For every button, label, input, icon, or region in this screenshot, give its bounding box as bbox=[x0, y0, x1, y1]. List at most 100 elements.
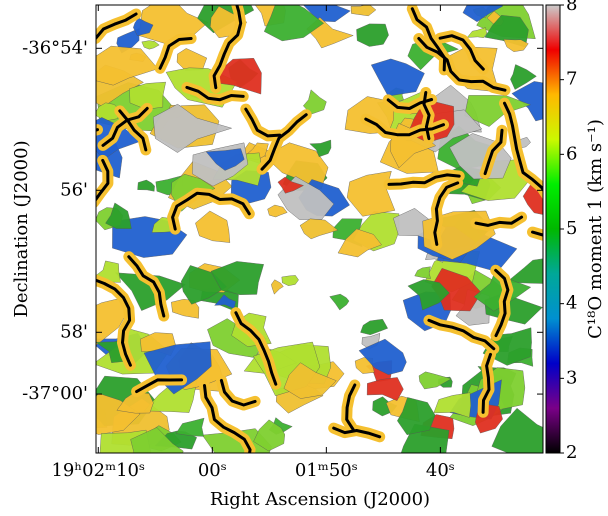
emission-patch bbox=[267, 204, 288, 218]
emission-patch bbox=[337, 228, 382, 258]
x-tick-label: 01ᵐ50ˢ bbox=[295, 460, 358, 481]
emission-patch bbox=[329, 293, 350, 311]
emission-patch bbox=[130, 427, 184, 453]
y-tick-label: 56' bbox=[60, 179, 88, 200]
colorbar-tick-label: 7 bbox=[566, 69, 577, 90]
filament bbox=[127, 255, 166, 318]
filament bbox=[234, 311, 278, 386]
emission-patch bbox=[214, 294, 236, 309]
emission-patch bbox=[358, 338, 407, 375]
filament bbox=[260, 113, 308, 171]
filament bbox=[433, 181, 460, 246]
colorbar-tick-label: 5 bbox=[566, 218, 577, 239]
emission-patch bbox=[181, 265, 227, 305]
colorbar bbox=[545, 4, 561, 454]
emission-patch bbox=[397, 397, 436, 435]
emission-patch bbox=[281, 275, 299, 286]
y-axis-label: Declination (J2000) bbox=[11, 140, 32, 317]
filament bbox=[118, 109, 148, 152]
y-tick-label: 58' bbox=[60, 321, 88, 342]
filament bbox=[503, 101, 543, 193]
filament bbox=[185, 85, 245, 102]
filament bbox=[386, 98, 434, 110]
colorbar-tick-label: 6 bbox=[566, 143, 577, 164]
emission-patch bbox=[303, 89, 327, 115]
filament bbox=[203, 384, 252, 453]
filament bbox=[212, 5, 243, 90]
filament bbox=[345, 383, 357, 432]
filament bbox=[438, 34, 485, 71]
filament bbox=[494, 268, 510, 338]
emission-patch bbox=[462, 5, 503, 22]
filament bbox=[96, 278, 132, 367]
emission-patch bbox=[133, 17, 154, 36]
emission-patch bbox=[153, 103, 232, 153]
emission-patch bbox=[277, 176, 304, 194]
filament bbox=[387, 173, 461, 186]
emission-patch bbox=[510, 64, 537, 90]
filament bbox=[244, 107, 282, 138]
colorbar-label: C¹⁸O moment 1 (km s⁻¹) bbox=[585, 119, 606, 339]
emission-patch bbox=[175, 417, 205, 437]
emission-patch bbox=[467, 27, 487, 38]
x-axis-label: Right Ascension (J2000) bbox=[210, 489, 430, 510]
colorbar-tick-label: 2 bbox=[566, 442, 577, 463]
moment-map bbox=[96, 5, 543, 453]
emission-patch bbox=[264, 5, 324, 42]
filament bbox=[427, 318, 496, 351]
emission-patch bbox=[210, 261, 264, 295]
emission-patch bbox=[414, 266, 431, 279]
emission-patch bbox=[299, 218, 339, 240]
emission-patch bbox=[129, 81, 166, 110]
emission-patch bbox=[418, 371, 452, 390]
filament bbox=[410, 7, 447, 72]
filament bbox=[158, 37, 193, 70]
filament bbox=[417, 37, 507, 92]
emission-patch bbox=[206, 148, 245, 171]
emission-patch bbox=[176, 48, 207, 71]
emission-patch bbox=[350, 5, 377, 17]
x-tick-label: 40ˢ bbox=[426, 460, 455, 481]
emission-patch bbox=[271, 279, 284, 295]
emission-patch bbox=[503, 39, 529, 52]
emission-patch bbox=[464, 95, 531, 127]
emission-patch bbox=[96, 393, 141, 435]
colorbar-tick-label: 3 bbox=[566, 367, 577, 388]
emission-patch bbox=[96, 45, 159, 86]
filament bbox=[96, 12, 138, 40]
filament bbox=[101, 106, 149, 147]
emission-patch bbox=[283, 362, 337, 399]
filament bbox=[332, 426, 382, 439]
filament bbox=[96, 158, 110, 202]
y-tick-label: -36°54' bbox=[22, 37, 88, 58]
emission-patch bbox=[309, 139, 332, 157]
emission-patch bbox=[253, 419, 285, 452]
emission-patch bbox=[346, 171, 396, 217]
emission-patch bbox=[195, 210, 231, 243]
x-tick-label: 19ʰ02ᵐ10ˢ bbox=[51, 460, 145, 481]
emission-patch bbox=[366, 377, 404, 401]
filament bbox=[171, 191, 251, 231]
emission-patch bbox=[137, 179, 155, 192]
emission-patch bbox=[506, 258, 543, 284]
emission-patch bbox=[105, 202, 132, 229]
filaments bbox=[96, 5, 543, 453]
filament bbox=[483, 128, 504, 176]
filament bbox=[219, 378, 257, 407]
y-tick-label: -37°00' bbox=[22, 383, 88, 404]
emission-patch bbox=[116, 391, 154, 414]
emission-patch bbox=[407, 279, 450, 311]
emission-patch bbox=[433, 392, 471, 418]
emission-patch bbox=[141, 40, 160, 50]
colorbar-tick-label: 4 bbox=[566, 293, 577, 314]
x-tick-label: 00ˢ bbox=[198, 460, 227, 481]
emission-patch bbox=[356, 23, 389, 47]
emission-patch bbox=[360, 319, 388, 335]
emission-patch bbox=[491, 408, 543, 453]
filament bbox=[364, 117, 445, 137]
filament bbox=[135, 378, 184, 394]
emission-patch bbox=[302, 5, 351, 22]
filament bbox=[481, 352, 492, 414]
plot-frame bbox=[95, 4, 544, 454]
emission-patch bbox=[96, 102, 120, 122]
